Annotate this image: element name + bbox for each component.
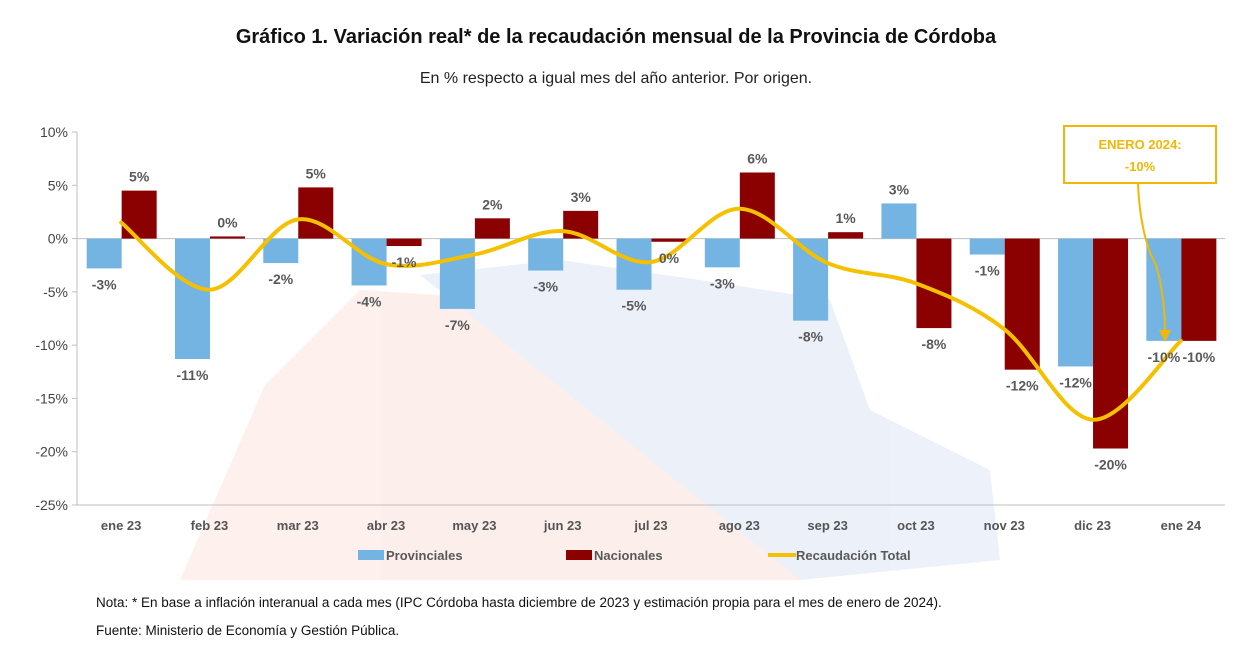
bar-provinciales xyxy=(1058,238,1094,367)
bar-provinciales xyxy=(439,238,475,309)
data-label-nacionales: -8% xyxy=(921,336,946,352)
x-tick-label: mar 23 xyxy=(277,518,319,533)
annotation-line2: -10% xyxy=(1125,159,1156,174)
legend-swatch xyxy=(566,550,592,560)
data-label-nacionales: 1% xyxy=(835,210,856,226)
y-tick-label: -10% xyxy=(35,337,68,353)
bar-nacionales xyxy=(209,236,245,239)
x-tick-label: nov 23 xyxy=(984,518,1025,533)
data-label-provinciales: -12% xyxy=(1059,374,1092,390)
y-tick-label: -20% xyxy=(35,444,68,460)
bar-nacionales xyxy=(739,172,775,239)
bar-nacionales xyxy=(386,238,422,247)
data-label-nacionales: 0% xyxy=(217,214,238,230)
data-label-provinciales: -2% xyxy=(268,271,293,287)
annotation-enero-2024: ENERO 2024: -10% xyxy=(1063,125,1217,342)
chart-title: Gráfico 1. Variación real* de la recauda… xyxy=(235,26,997,48)
data-label-provinciales: -1% xyxy=(975,263,1000,279)
data-label-provinciales: -8% xyxy=(798,329,823,345)
data-label-provinciales: -4% xyxy=(357,293,382,309)
bar-nacionales xyxy=(828,232,864,239)
x-tick-label: jul 23 xyxy=(633,518,667,533)
legend-label: Recaudación Total xyxy=(796,548,911,563)
data-labels: -3% -11% -2% -4% -7% -3% -5% -3% -8% 3% -1% -12% -10… xyxy=(92,150,1216,472)
data-label-nacionales: -12% xyxy=(1006,378,1039,394)
legend-label: Nacionales xyxy=(594,548,663,563)
annotation-arrowhead xyxy=(1159,330,1171,342)
bar-provinciales xyxy=(263,238,299,264)
legend-label: Provinciales xyxy=(386,548,463,563)
x-tick-label: dic 23 xyxy=(1074,518,1111,533)
x-tick-label: jun 23 xyxy=(543,518,582,533)
y-tick-label: 0% xyxy=(48,231,68,247)
data-label-provinciales: -3% xyxy=(710,275,735,291)
series-recaudacion-total xyxy=(119,206,1183,422)
annotation-arrow xyxy=(1137,183,1166,333)
bar-nacionales xyxy=(474,218,510,239)
x-tick-label: ago 23 xyxy=(719,518,760,533)
data-label-nacionales: 5% xyxy=(129,169,150,185)
x-tick-label: oct 23 xyxy=(897,518,935,533)
series-nacionales xyxy=(121,172,1217,449)
source-text: Fuente: Ministerio de Economía y Gestión… xyxy=(96,623,400,638)
data-label-provinciales: -3% xyxy=(92,276,117,292)
bar-nacionales xyxy=(916,238,952,329)
data-label-nacionales: 5% xyxy=(306,165,327,181)
chart: 10% 5% 0% -5% -10% -15% -20% -25% ene 23 feb 23 m… xyxy=(35,124,1225,580)
series-provinciales xyxy=(86,203,1182,367)
bar-provinciales xyxy=(86,238,122,269)
x-tick-label: sep 23 xyxy=(807,518,847,533)
line-recaudacion-total xyxy=(119,206,1183,422)
note-text: Nota: * En base a inflación interanual a… xyxy=(96,595,942,610)
x-tick-label: may 23 xyxy=(452,518,496,533)
data-label-nacionales: 0% xyxy=(659,250,680,266)
watermark-map xyxy=(180,260,1000,580)
data-label-nacionales: -10% xyxy=(1183,349,1216,365)
data-label-provinciales: 3% xyxy=(889,181,910,197)
x-tick-label: feb 23 xyxy=(191,518,229,533)
data-label-nacionales: -20% xyxy=(1094,457,1127,473)
data-label-nacionales: -1% xyxy=(392,254,417,270)
bar-provinciales xyxy=(881,203,917,239)
legend-swatch xyxy=(358,550,384,560)
bar-nacionales xyxy=(1181,238,1217,341)
data-label-nacionales: 6% xyxy=(747,150,768,166)
bar-provinciales xyxy=(528,238,564,271)
x-tick-label: ene 23 xyxy=(101,518,141,533)
data-label-provinciales: -11% xyxy=(177,367,209,383)
y-tick-label: -15% xyxy=(35,390,68,406)
bar-nacionales xyxy=(298,187,334,239)
bar-provinciales xyxy=(704,238,740,268)
chart-subtitle: En % respecto a igual mes del año anteri… xyxy=(419,70,813,87)
bar-provinciales xyxy=(174,238,210,359)
data-label-provinciales: -5% xyxy=(622,298,647,314)
x-tick-label: ene 24 xyxy=(1161,518,1202,533)
data-label-nacionales: 3% xyxy=(571,189,592,205)
data-label-provinciales: -3% xyxy=(533,279,558,295)
y-tick-label: -25% xyxy=(35,497,68,513)
bar-provinciales xyxy=(969,238,1005,255)
x-tick-label: abr 23 xyxy=(367,518,405,533)
y-tick-label: -5% xyxy=(43,284,68,300)
annotation-box xyxy=(1063,125,1217,184)
data-label-provinciales: -10% xyxy=(1148,349,1181,365)
x-axis: ene 23 feb 23 mar 23 abr 23 may 23 jun 23 jul … xyxy=(101,518,1202,533)
legend: Provinciales Nacionales Recaudación Total xyxy=(358,548,911,563)
annotation-line1: ENERO 2024: xyxy=(1098,137,1181,152)
data-label-nacionales: 2% xyxy=(482,196,503,212)
bar-nacionales xyxy=(121,190,157,239)
y-axis: 10% 5% 0% -5% -10% -15% -20% -25% xyxy=(35,124,78,513)
y-tick-label: 5% xyxy=(48,177,68,193)
data-label-provinciales: -7% xyxy=(445,317,470,333)
y-tick-label: 10% xyxy=(40,124,68,140)
bar-nacionales xyxy=(651,238,687,242)
bar-nacionales xyxy=(1093,238,1129,449)
